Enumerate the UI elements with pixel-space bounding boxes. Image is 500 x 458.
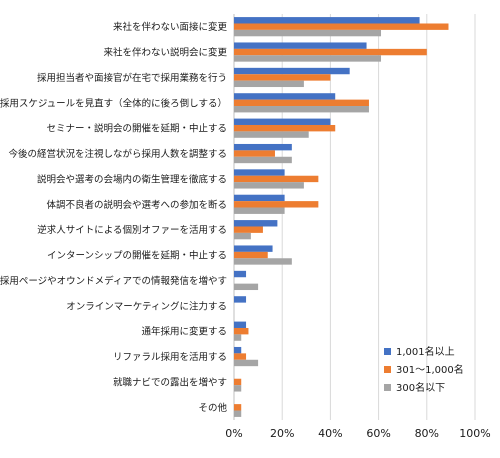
bar [234, 143, 292, 151]
bar [234, 346, 242, 354]
bar [234, 410, 242, 417]
legend-swatch [384, 366, 391, 373]
bar [234, 385, 242, 392]
bar [234, 99, 369, 107]
bar [234, 378, 242, 386]
legend-label: 1,001名以上 [396, 345, 455, 358]
bar [234, 258, 292, 265]
bar [234, 359, 259, 367]
bar [234, 404, 242, 411]
bar [234, 156, 292, 164]
bar [234, 334, 242, 341]
category-label: セミナー・説明会の開催を延期・中止する [46, 123, 227, 135]
bar [234, 175, 319, 183]
bar [234, 226, 263, 233]
legend-swatch [384, 384, 391, 391]
bar [234, 270, 247, 278]
category-labels: 来社を伴わない面接に変更来社を伴わない説明会に変更採用担当者や面接官が在宅で採用… [0, 21, 227, 414]
bar [234, 194, 285, 202]
bar [234, 118, 331, 125]
bar [234, 93, 336, 100]
x-tick-label: 80% [415, 427, 439, 440]
bar [234, 283, 259, 291]
bar [234, 150, 275, 157]
category-label: 来社を伴わない面接に変更 [113, 21, 228, 33]
bar [234, 296, 247, 303]
category-label: リファラル採用を活用する [113, 351, 227, 363]
bar [234, 29, 382, 37]
bar [234, 80, 304, 88]
legend-label: 301～1,000名 [396, 363, 464, 376]
bar [234, 48, 427, 56]
bar [234, 131, 309, 138]
category-label: 逆求人サイトによる個別オファーを活用する [37, 224, 227, 236]
bars [234, 17, 449, 417]
bar [234, 327, 249, 335]
bar [234, 321, 247, 328]
x-tick-label: 100% [459, 427, 490, 440]
x-tick-label: 40% [318, 427, 342, 440]
legend-swatch [384, 348, 391, 355]
bar [234, 220, 278, 227]
category-label: オンラインマーケティングに注力する [66, 300, 227, 312]
category-label: 来社を伴わない説明会に変更 [103, 47, 227, 59]
x-tick-label: 60% [366, 427, 390, 440]
bar [234, 251, 268, 259]
category-label: 体調不良者の説明会や選考への参加を断る [46, 199, 227, 211]
bar [234, 23, 449, 30]
bar [234, 169, 285, 176]
bar [234, 17, 420, 24]
bar [234, 74, 331, 81]
bar [234, 232, 251, 240]
bar [234, 55, 382, 62]
bar [234, 245, 273, 252]
category-label: 採用担当者や面接官が在宅で採用業務を行う [37, 72, 227, 84]
legend: 1,001名以上 301～1,000名 300名以下 [384, 345, 464, 394]
x-tick-label: 0% [225, 427, 242, 440]
bar [234, 67, 350, 75]
bar [234, 124, 336, 132]
category-label: 就職ナビでの露出を増やす [113, 376, 227, 388]
category-label: 説明会や選考の会場内の衛生管理を徹底する [37, 173, 227, 185]
bar [234, 42, 367, 49]
category-label: 今後の経営状況を注視しながら採用人数を調整する [8, 148, 227, 160]
bar [234, 182, 304, 189]
x-axis-tick-labels: 0% 20% 40% 60% 80% 100% [225, 427, 490, 440]
legend-label: 300名以下 [396, 381, 445, 394]
bar [234, 201, 319, 208]
category-label: 自社採用ページやオウンドメディアでの情報発信を増やす [0, 275, 227, 287]
bar [234, 207, 285, 214]
category-label: その他 [198, 402, 227, 414]
category-label: 通年採用に変更する [141, 326, 227, 338]
bar [234, 353, 247, 360]
x-tick-label: 20% [270, 427, 294, 440]
category-label: 採用スケジュールを見直す（全体的に後ろ倒しする） [0, 97, 227, 109]
bar [234, 106, 369, 113]
category-label: インターンシップの開催を延期・中止する [47, 250, 227, 262]
